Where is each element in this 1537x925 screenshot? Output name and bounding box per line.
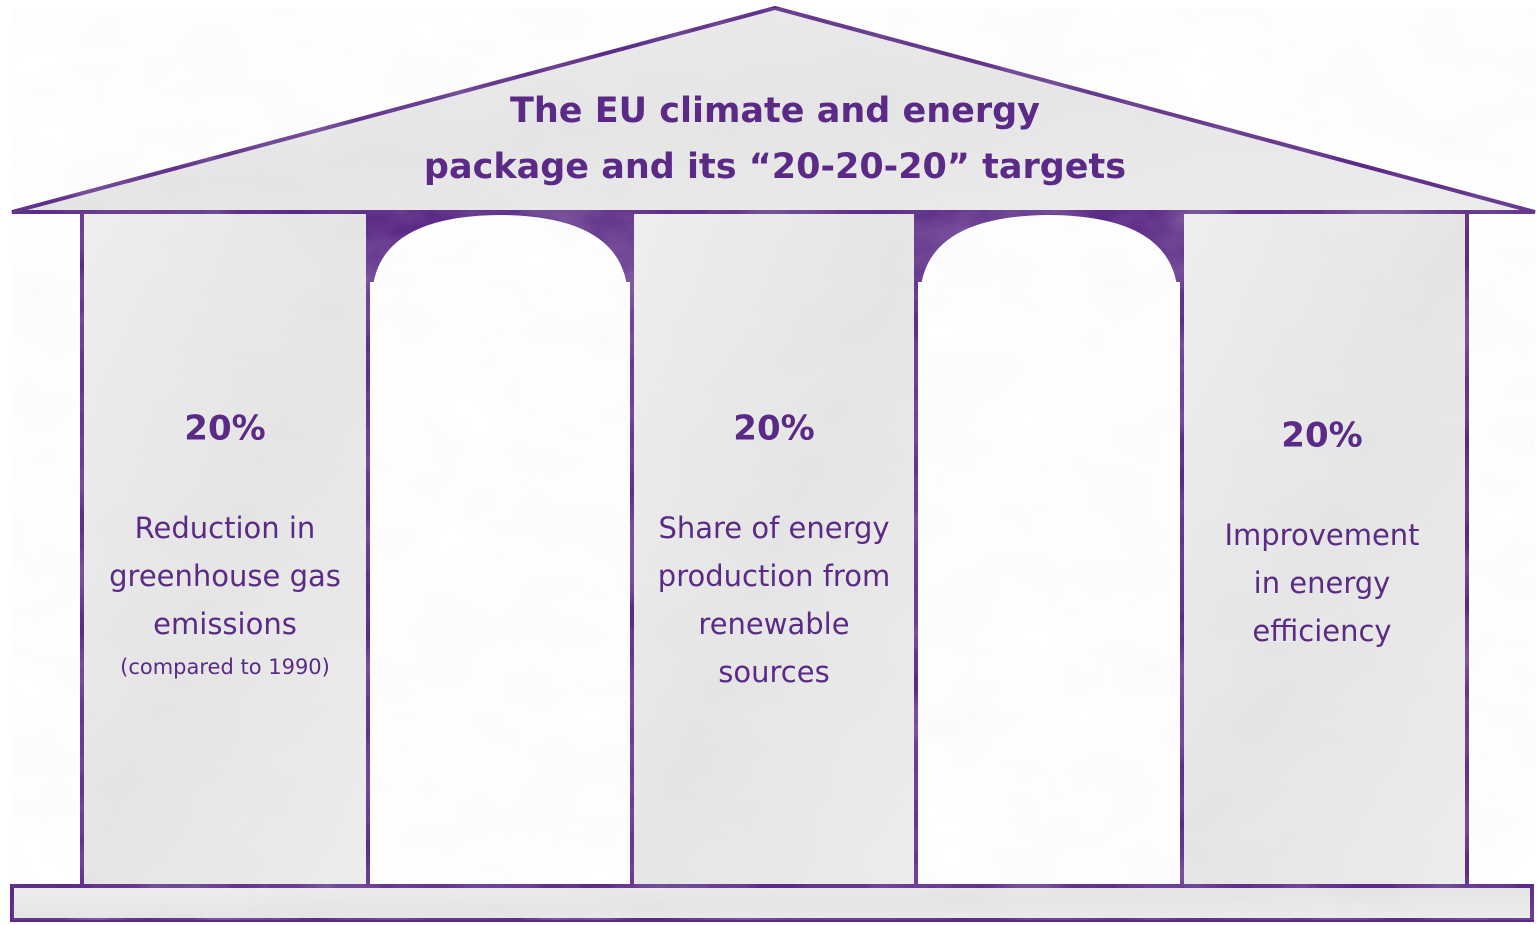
pillar-description: emissions — [153, 607, 297, 641]
diagram: The EU climate and energy package and its… — [0, 0, 1537, 925]
pillar-description: renewable — [698, 607, 849, 641]
pillar-description: in energy — [1254, 566, 1391, 600]
pillar-description: efficiency — [1252, 614, 1391, 648]
pillar-description: production from — [658, 559, 890, 593]
base — [12, 886, 1532, 920]
arch-opening — [372, 215, 628, 886]
title-line: The EU climate and energy — [510, 91, 1040, 131]
pillar — [632, 212, 916, 886]
pillar-note: (compared to 1990) — [120, 655, 330, 679]
pillar — [82, 212, 368, 886]
pillar-value: 20% — [733, 409, 814, 449]
pillar-description: Share of energy — [658, 511, 889, 545]
title-line: package and its “20-20-20” targets — [424, 147, 1126, 187]
pillar-description: Reduction in — [135, 511, 316, 545]
temple — [12, 8, 1535, 920]
pillar-description: sources — [718, 655, 829, 689]
pillar-description: greenhouse gas — [109, 559, 341, 593]
pillar-value: 20% — [1281, 416, 1362, 456]
arch-opening — [920, 215, 1178, 886]
pillar-value: 20% — [184, 409, 265, 449]
pillar-description: Improvement — [1224, 518, 1419, 552]
